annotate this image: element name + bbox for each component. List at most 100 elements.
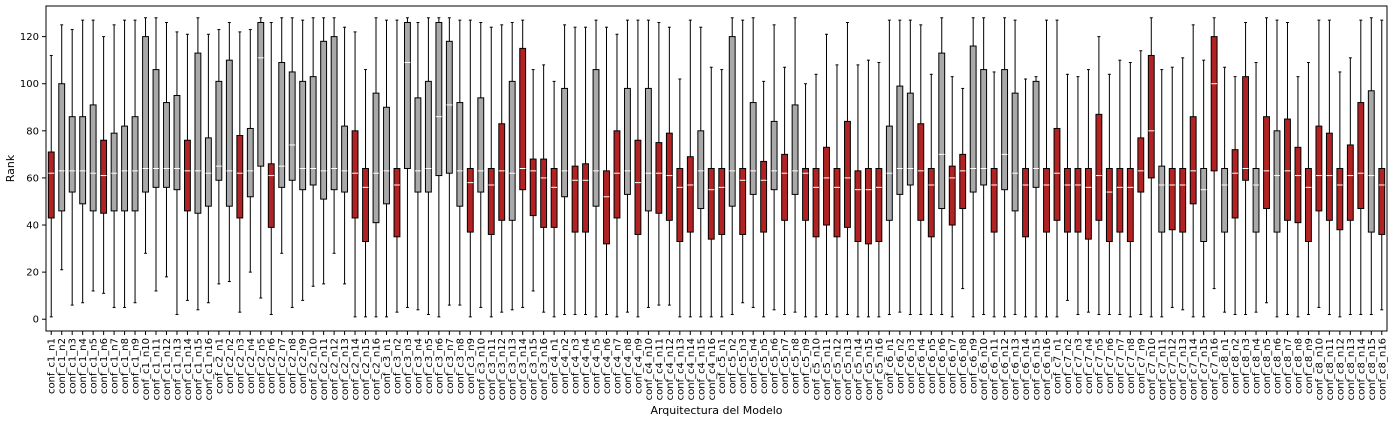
x-tick-label-conf_c7_n8: conf_c7_n8 [1126,338,1137,394]
box-body [760,160,768,233]
box-conf_c6_n1 [885,19,893,316]
box-conf_c8_n15 [1367,17,1375,316]
x-tick-label-conf_c1_n9: conf_c1_n9 [131,338,142,394]
box-conf_c4_n9 [634,19,642,318]
box-conf_c6_n16 [1043,19,1050,318]
box-conf_c7_n7 [1116,59,1124,316]
box-conf_c5_n5 [760,80,768,318]
box-body [613,130,621,219]
box-conf_c4_n14 [686,19,694,318]
box-body [309,76,317,186]
box-body [917,123,925,221]
box-body [1242,76,1249,181]
box-body [110,132,118,212]
box-body [121,125,129,212]
box-conf_c7_n5 [1095,36,1103,316]
box-conf_c1_n10 [142,17,149,254]
box-conf_c3_n5 [424,17,432,316]
x-tick-label-conf_c5_n16: conf_c5_n16 [874,338,885,400]
box-conf_c8_n1 [1221,66,1229,313]
x-tick-label-conf_c3_n2: conf_c3_n2 [392,338,403,394]
box-body [812,168,820,238]
box-body [1357,102,1365,210]
x-tick-label-conf_c2_n14: conf_c2_n14 [351,338,362,400]
x-axis: conf_c1_n1 conf_c1_n2 conf_c1_n3 conf_c1_n4… [47,331,1388,400]
box-conf_c5_n14 [854,64,862,318]
box-body [1147,54,1155,179]
box-body [875,168,883,243]
box-conf_c5_n12 [833,64,841,318]
box-conf_c2_n4 [246,29,254,273]
box-body [1221,168,1229,233]
x-tick-label-conf_c6_n9: conf_c6_n9 [969,338,980,394]
box-conf_c8_n2 [1231,76,1239,316]
x-tick-label-conf_c6_n2: conf_c6_n2 [895,338,906,394]
box-body [1325,132,1333,221]
box-conf_c8_n12 [1336,71,1344,318]
box-conf_c5_n8 [791,17,799,313]
box-conf_c2_n5 [257,17,265,299]
x-tick-label-conf_c1_n15: conf_c1_n15 [193,338,204,400]
box-body [79,116,87,205]
box-conf_c4_n1 [550,80,558,318]
box-body [424,80,432,193]
x-tick-label-conf_c8_n1: conf_c8_n1 [1220,338,1231,394]
box-conf_c5_n13 [844,21,851,316]
x-tick-label-conf_c6_n3: conf_c6_n3 [906,338,917,394]
x-tick-label-conf_c2_n1: conf_c2_n1 [214,338,225,394]
box-body [173,94,181,191]
box-conf_c4_n7 [613,33,621,318]
box-conf_c1_n12 [163,21,170,278]
box-conf_c1_n1 [47,54,55,318]
y-tick-label-60: 60 [26,173,39,184]
box-body [665,132,673,221]
box-body [739,168,747,235]
box-body [383,106,390,205]
box-conf_c3_n8 [456,19,464,306]
box-conf_c3_n3 [404,17,411,308]
box-body [969,45,977,193]
x-tick-label-conf_c5_n3: conf_c5_n3 [738,338,749,394]
x-tick-label-conf_c8_n8: conf_c8_n8 [1293,338,1304,394]
box-body [1367,90,1375,233]
x-tick-label-conf_c5_n14: conf_c5_n14 [853,338,864,400]
box-conf_c6_n3 [906,19,914,316]
x-tick-label-conf_c1_n5: conf_c1_n5 [89,338,100,394]
x-tick-label-conf_c7_n7: conf_c7_n7 [1115,338,1126,394]
box-conf_c6_n8 [959,87,967,290]
x-tick-label-conf_c6_n1: conf_c6_n1 [885,338,896,394]
box-body [58,83,66,212]
x-tick-label-conf_c4_n7: conf_c4_n7 [612,338,623,394]
box-body [624,87,631,195]
x-tick-label-conf_c1_n8: conf_c1_n8 [120,338,131,394]
x-tick-label-conf_c4_n6: conf_c4_n6 [602,338,613,394]
x-tick-label-conf_c2_n9: conf_c2_n9 [298,338,309,394]
box-body [550,168,558,228]
box-body [487,168,495,235]
x-tick-label-conf_c1_n14: conf_c1_n14 [183,338,194,400]
box-conf_c8_n13 [1346,57,1354,316]
box-conf_c8_n6 [1273,19,1281,318]
box-conf_c1_n5 [89,19,97,292]
box-conf_c5_n4 [749,17,757,308]
box-conf_c8_n9 [1304,62,1312,316]
x-axis-label: Arquitectura del Modelo [650,404,782,417]
box-conf_c3_n9 [466,19,474,318]
box-body [1043,168,1050,233]
x-tick-label-conf_c7_n14: conf_c7_n14 [1189,338,1200,400]
box-conf_c1_n9 [131,19,139,304]
box-body [781,153,789,221]
box-conf_c5_n7 [781,66,789,316]
box-conf_c2_n10 [309,17,317,287]
x-tick-label-conf_c5_n2: conf_c5_n2 [728,338,739,394]
box-conf_c8_n10 [1315,19,1323,308]
x-tick-label-conf_c2_n3: conf_c2_n3 [235,338,246,394]
x-tick-label-conf_c4_n3: conf_c4_n3 [571,338,582,394]
box-conf_c3_n12 [498,24,506,313]
box-conf_c2_n3 [236,31,244,313]
box-body [47,151,55,219]
x-tick-label-conf_c4_n9: conf_c4_n9 [633,338,644,394]
box-body [466,168,474,233]
box-body [267,163,275,228]
box-conf_c1_n8 [121,19,129,308]
